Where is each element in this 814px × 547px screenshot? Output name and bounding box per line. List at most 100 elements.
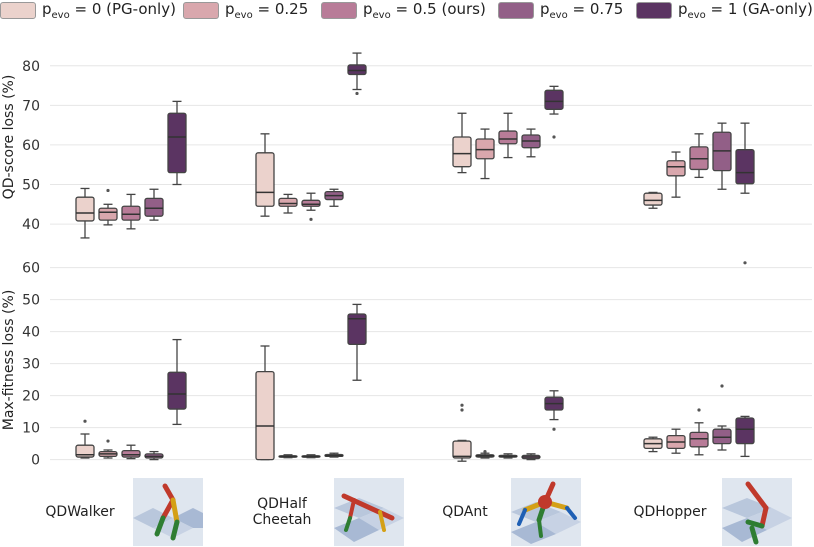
box-iqr [255, 152, 275, 207]
outlier-point [355, 91, 359, 96]
box-iqr [735, 417, 755, 445]
ant-robot-icon [511, 478, 581, 546]
y-axis-label: QD-score loss (%) [1, 75, 17, 200]
box-3-3 [712, 122, 732, 190]
legend-item: pevo = 1 (GA-only) [636, 0, 813, 21]
box-4-2 [544, 85, 564, 139]
box-1-1 [278, 454, 298, 459]
legend-item: pevo = 0.5 (ours) [321, 0, 486, 21]
box-2-2 [498, 112, 518, 159]
box-iqr [167, 371, 187, 410]
y-tick-label: 10 [22, 421, 40, 437]
y-tick-label: 40 [22, 325, 40, 341]
box-iqr [643, 192, 663, 206]
box-1-3 [666, 428, 686, 454]
box-iqr [712, 428, 732, 445]
box-iqr [347, 64, 367, 76]
qd-score-panel: 40 50 60 70 80 QD-score loss (%) [1, 52, 812, 239]
box-iqr [452, 440, 472, 459]
box-iqr [689, 431, 709, 448]
y-tick-label: 60 [22, 138, 40, 154]
box-iqr [144, 197, 164, 217]
box-0-0 [75, 419, 95, 459]
box-2-3 [689, 408, 709, 456]
outlier-point [83, 419, 87, 423]
box-4-0 [167, 338, 187, 426]
box-iqr [121, 449, 141, 458]
legend-swatch [0, 1, 36, 19]
outlier-point [552, 135, 556, 139]
box-3-0 [144, 188, 164, 221]
outlier-point [106, 439, 110, 443]
env-label-qdhalfcheetah: QDHalf Cheetah [232, 496, 332, 528]
box-4-3 [735, 122, 755, 194]
box-iqr [167, 112, 187, 174]
box-0-3 [643, 436, 663, 453]
legend-item: pevo = 0.25 [183, 0, 309, 21]
y-tick-label: 80 [22, 59, 40, 75]
box-2-0 [121, 193, 141, 230]
box-1-2 [475, 128, 495, 180]
box-2-0 [121, 444, 141, 460]
y-tick-label: 30 [22, 357, 40, 373]
legend-item: pevo = 0.75 [498, 0, 623, 21]
box-1-1 [278, 193, 298, 214]
outlier-point [552, 427, 556, 431]
legend-label: pevo = 0.5 (ours) [363, 0, 486, 21]
outlier-point [697, 408, 701, 412]
box-3-3 [712, 384, 732, 451]
box-2-1 [301, 192, 321, 221]
box-0-0 [75, 187, 95, 239]
outlier-point [460, 408, 464, 412]
halfcheetah-robot-icon [334, 478, 404, 546]
env-label-qdwalker: QDWalker [45, 504, 115, 520]
box-iqr [347, 313, 367, 346]
env-label-qdant: QDAnt [442, 504, 488, 520]
box-iqr [121, 205, 141, 221]
legend-swatch [498, 1, 534, 19]
box-iqr [666, 160, 686, 177]
box-iqr [544, 89, 564, 110]
legend-label: pevo = 1 (GA-only) [678, 0, 813, 21]
env-label-line: Cheetah [252, 512, 312, 528]
outlier-point [106, 188, 110, 193]
box-iqr [301, 199, 321, 207]
box-iqr [278, 197, 298, 207]
box-2-2 [498, 453, 518, 459]
box-iqr [452, 136, 472, 168]
legend-label: pevo = 0 (PG-only) [42, 0, 176, 21]
box-4-3 [735, 261, 755, 458]
box-3-0 [144, 450, 164, 461]
box-0-2 [452, 403, 472, 462]
box-plot-chart: 40 50 60 70 80 QD-score loss (%) 0 10 20 30 40 50 60… [1, 52, 812, 469]
box-iqr [98, 207, 118, 221]
y-tick-label: 0 [31, 453, 40, 469]
legend-label: pevo = 0.25 [225, 0, 309, 21]
box-0-3 [643, 191, 663, 209]
legend-swatch [321, 1, 357, 19]
outlier-point [483, 450, 487, 454]
box-3-2 [521, 128, 541, 158]
box-1-0 [98, 188, 118, 226]
y-tick-label: 60 [22, 261, 40, 277]
y-tick-label: 70 [22, 98, 40, 114]
box-iqr [75, 196, 95, 222]
legend-item: pevo = 0 (PG-only) [0, 0, 176, 21]
box-0-2 [452, 112, 472, 174]
env-label-qdhopper: QDHopper [633, 504, 707, 520]
box-2-3 [689, 133, 709, 179]
box-4-1 [347, 52, 367, 96]
box-4-0 [167, 100, 187, 186]
legend-swatch [636, 1, 672, 19]
y-axis-label: Max-fitness loss (%) [1, 290, 17, 431]
walker-robot-icon [133, 478, 203, 546]
y-tick-label: 20 [22, 389, 40, 405]
box-0-1 [255, 133, 275, 217]
hopper-robot-icon [722, 478, 792, 546]
legend: pevo = 0 (PG-only) pevo = 0.25 pevo = 0.… [0, 0, 814, 22]
max-fitness-panel: 0 10 20 30 40 50 60 Max-fitness loss (%) [1, 261, 812, 469]
box-0-1 [255, 345, 275, 461]
box-iqr [735, 149, 755, 185]
outlier-point [720, 384, 724, 388]
env-label-line: QDHalf [257, 496, 307, 512]
